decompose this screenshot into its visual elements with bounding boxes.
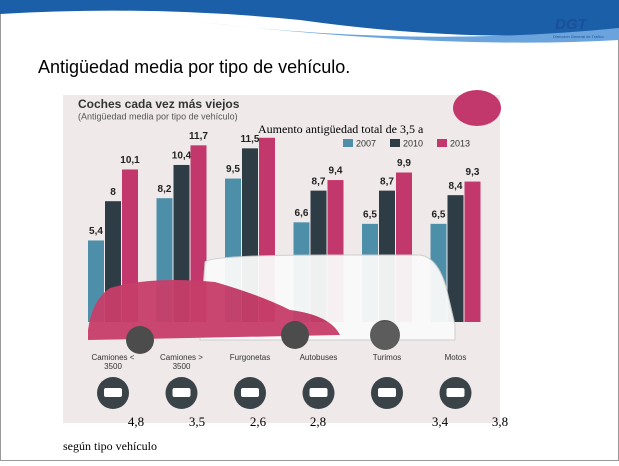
value-label: 8,7 (312, 176, 326, 187)
chart-title: Coches cada vez más viejos (78, 97, 240, 111)
logo-subtitle: Dirección General de Tráfico (553, 34, 604, 39)
car (88, 280, 340, 340)
legend-label: 2007 (356, 138, 376, 148)
value-label: 9,9 (397, 158, 411, 169)
value-label: 8,4 (449, 181, 463, 192)
bar (447, 195, 464, 322)
vehicle-icon-shape (378, 388, 396, 397)
vehicles (88, 254, 456, 354)
header-band (0, 0, 619, 36)
value-label: 11,7 (189, 131, 208, 142)
category-label: Motos (445, 353, 467, 362)
vehicle-icon-shape (446, 388, 465, 397)
car-wheel (281, 321, 309, 349)
value-label: 8,2 (158, 184, 172, 195)
value-label: 6,6 (295, 208, 309, 219)
legend-label: 2010 (403, 138, 423, 148)
vehicle-icon-shape (104, 388, 122, 397)
value-label: 6,5 (432, 209, 446, 220)
category-label: Autobuses (300, 353, 338, 362)
category-label: Camiones <3500 (92, 353, 135, 371)
value-label: 5,4 (89, 226, 103, 237)
value-label: 8 (110, 187, 116, 198)
value-label: 8,7 (380, 176, 394, 187)
vehicle-icon-shape (172, 388, 191, 397)
vehicle-icon-shape (309, 388, 328, 397)
increase-label: 4,8 (128, 414, 144, 429)
legend-swatch (437, 139, 447, 147)
legend-label: 2013 (450, 138, 470, 148)
bar (464, 181, 481, 322)
increase-label: 2,6 (250, 414, 267, 429)
value-label: 11,5 (241, 134, 260, 145)
bar (190, 145, 207, 322)
value-label: 9,5 (226, 164, 240, 175)
car-badge (453, 90, 501, 126)
increase-label: 2,8 (310, 414, 326, 429)
chart-subtitle: (Antigüedad media por tipo de vehículo) (78, 111, 238, 121)
slide-title: Antigüedad media por tipo de vehículo. (38, 57, 350, 77)
footnote: según tipo vehículo (63, 439, 157, 453)
annotation: Aumento antigüedad total de 3,5 a (258, 122, 424, 136)
increase-label: 3,5 (189, 414, 205, 429)
value-label: 10,4 (172, 151, 192, 162)
vehicle-icon-shape (241, 388, 259, 397)
increase-label: 3,4 (432, 414, 449, 429)
value-label: 6,5 (363, 209, 377, 220)
van-wheel (370, 320, 400, 350)
category-label: Camiones >3500 (160, 353, 203, 371)
logo: DGT (555, 16, 589, 33)
value-label: 9,3 (466, 167, 480, 178)
value-label: 10,1 (120, 155, 140, 166)
increase-label: 3,8 (492, 414, 508, 429)
category-label: Furgonetas (230, 353, 270, 362)
legend-swatch (343, 139, 353, 147)
category-label: Turimos (373, 353, 402, 362)
value-label: 9,4 (329, 166, 343, 177)
header-swoosh (200, 22, 619, 43)
car-wheel (126, 326, 154, 354)
legend-swatch (390, 139, 400, 147)
